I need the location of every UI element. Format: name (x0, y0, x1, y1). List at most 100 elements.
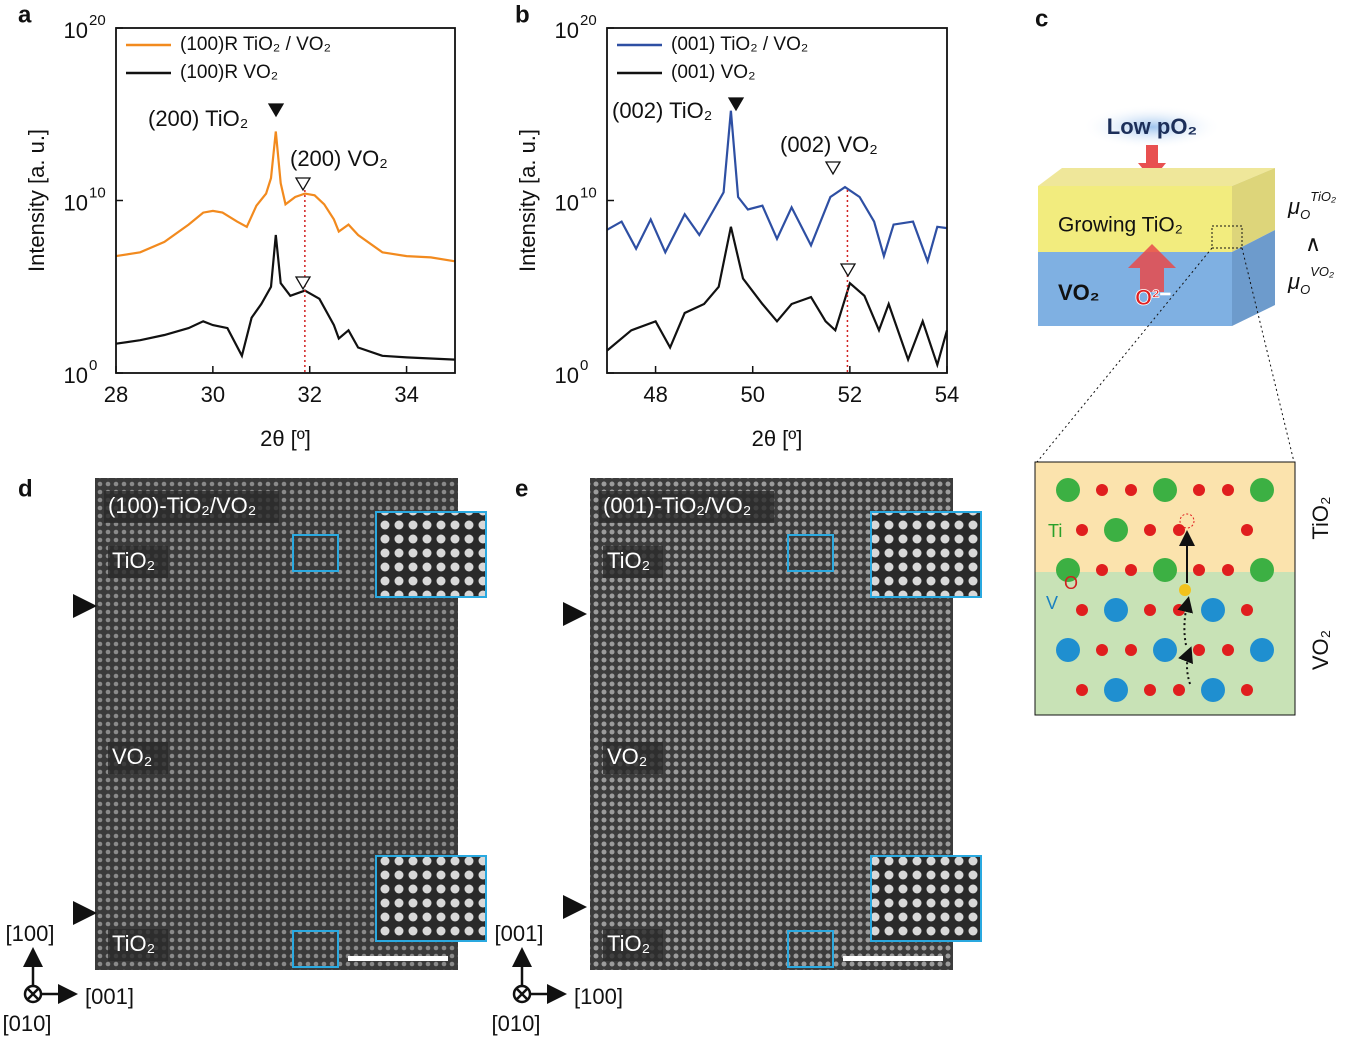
label-bg (108, 742, 168, 774)
atom (1201, 598, 1225, 622)
legend-label: (001) TiO₂ / VO₂ (671, 34, 808, 55)
image-label: (001)-TiO₂/VO₂ (603, 493, 751, 518)
image-label: VO₂ (607, 744, 647, 769)
panel-letters: a b c d e (18, 1, 1048, 502)
y-tick-exp: 0 (89, 357, 97, 374)
image-label: TiO₂ (607, 548, 650, 573)
charts: (100)R TiO₂ / VO₂ (100)R VO₂ (200) TiO₂ (20… (24, 12, 959, 451)
mu-sub: O (1300, 207, 1310, 222)
peak-marker (727, 97, 745, 112)
axis-label: [010] (3, 1011, 52, 1036)
atom (1096, 644, 1108, 656)
atom (1222, 484, 1234, 496)
atom (1250, 478, 1274, 502)
panel-letter: a (18, 1, 32, 28)
atom (1241, 684, 1253, 696)
arrow (1178, 646, 1193, 685)
x-tick-label: 50 (740, 382, 764, 407)
atom (1193, 484, 1205, 496)
atom (1144, 604, 1156, 616)
atom (1076, 524, 1088, 536)
mu: μ (1287, 194, 1300, 219)
diagram: Low pO₂ Growing TiO₂ VO₂ O²⁻ μOTiO₂ ∧ μO… (1034, 105, 1336, 716)
atom (1241, 524, 1253, 536)
roi (787, 930, 834, 968)
annotation: (200) VO₂ (290, 146, 388, 171)
zoom-line (1241, 247, 1295, 463)
atom (1153, 638, 1177, 662)
y-tick-base: 10 (64, 363, 88, 388)
roi (787, 534, 834, 572)
y-tick-label: 10 (64, 190, 88, 215)
x-tick-label: 54 (935, 382, 959, 407)
atom (1125, 644, 1137, 656)
x-axis-label: 2θ [º] (260, 426, 311, 451)
series-line (115, 234, 456, 361)
mu-label: μOTiO₂ (1287, 189, 1336, 222)
y-tick-label: 10 (64, 363, 88, 388)
atom (1179, 584, 1191, 596)
annotation: (200) TiO₂ (148, 106, 248, 131)
legend-label: (100)R VO₂ (180, 62, 278, 83)
mu-sub: O (1300, 282, 1310, 297)
mu-sup: TiO₂ (1310, 189, 1336, 204)
atom (1144, 524, 1156, 536)
atom (1144, 684, 1156, 696)
atom (1056, 558, 1080, 582)
atom (1173, 524, 1185, 536)
x-tick-label: 52 (838, 382, 862, 407)
label-bg (603, 742, 663, 774)
ion-label: O²⁻ (1135, 285, 1171, 310)
image-label: (100)-TiO₂/VO₂ (108, 493, 256, 518)
atom (1153, 478, 1177, 502)
layer-label: VO₂ (1058, 280, 1100, 305)
tem-images: (100)-TiO₂/VO₂ TiO₂ VO₂ TiO₂ [100] [001] [010]… (3, 478, 982, 1036)
panel-letter: c (1035, 5, 1048, 32)
zoom-line (1036, 247, 1213, 463)
layer-label: Growing TiO₂ (1058, 214, 1183, 237)
y-tick-base: 10 (555, 190, 579, 215)
zoom-frame (1034, 461, 1296, 716)
source-label: Low pO₂ (1107, 114, 1197, 139)
atom (1096, 564, 1108, 576)
atom (1056, 638, 1080, 662)
y-tick-exp: 20 (580, 12, 597, 29)
series-line (606, 110, 948, 265)
annotation: (002) TiO₂ (612, 98, 712, 123)
axis-in (27, 988, 39, 1000)
panel-letter: b (515, 1, 530, 28)
atom (1076, 604, 1088, 616)
atom (1125, 564, 1137, 576)
mu-label: μOVO₂ (1287, 264, 1334, 297)
roi (292, 534, 339, 572)
zoom-box (1211, 225, 1243, 249)
side-face (1232, 230, 1275, 326)
atom (1096, 484, 1108, 496)
atom (1104, 518, 1128, 542)
y-tick-exp: 0 (580, 357, 588, 374)
atom (1153, 558, 1177, 582)
y-axis-label: Intensity [a. u.] (24, 129, 49, 272)
mu: μ (1287, 269, 1300, 294)
peak-marker (839, 263, 857, 278)
relation: ∧ (1305, 231, 1321, 256)
label-bg (108, 546, 168, 578)
label-bg (104, 491, 279, 523)
atom (1173, 684, 1185, 696)
legend-label: (100)R TiO₂ / VO₂ (180, 34, 331, 55)
image-label: TiO₂ (607, 931, 650, 956)
atom (1076, 684, 1088, 696)
arrow (1146, 145, 1158, 165)
label-bg (108, 929, 168, 961)
series-line (115, 131, 456, 263)
side-face (1232, 168, 1275, 252)
atom (1104, 678, 1128, 702)
atom-label: V (1046, 593, 1058, 613)
atom (1241, 604, 1253, 616)
y-tick-label: 10 (555, 18, 579, 43)
series-line (606, 226, 949, 369)
axis-label: [001] (85, 984, 134, 1009)
panel-letter: e (515, 475, 528, 502)
peak-marker (824, 161, 842, 176)
